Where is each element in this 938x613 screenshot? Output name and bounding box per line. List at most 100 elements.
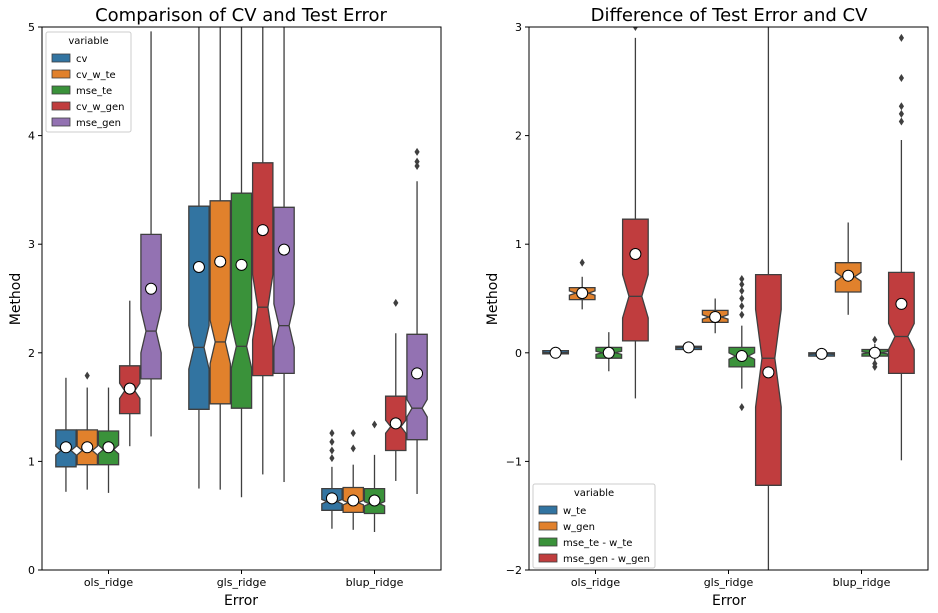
legend-entry: cv_w_gen [76, 102, 124, 113]
box-w_te-blup_ridge [808, 347, 836, 360]
legend-swatch [538, 521, 558, 531]
mean-marker [389, 417, 402, 430]
box-w_gen-ols_ridge [568, 258, 596, 310]
y-tick-label: 4 [28, 130, 35, 143]
mean-marker [214, 255, 227, 268]
mean-marker [895, 297, 908, 310]
mean-marker [762, 366, 775, 379]
legend-entry: cv [76, 54, 87, 65]
box-cv-ols_ridge [55, 377, 77, 492]
outlier-point [350, 429, 356, 438]
axes-frame [41, 26, 442, 571]
mean-marker [325, 492, 338, 505]
outlier-point [414, 157, 420, 166]
legend-entry: mse_te [76, 86, 112, 97]
y-tick-label: 3 [515, 21, 522, 34]
box-body [140, 233, 162, 380]
box-body [273, 206, 295, 375]
x-tick-label: blup_ridge [346, 576, 404, 589]
outlier-point [350, 444, 356, 453]
outlier-point [739, 294, 745, 303]
outlier-point [739, 302, 745, 311]
mean-marker [145, 282, 158, 295]
outlier-point [872, 359, 878, 368]
box-mse_gen-blup_ridge [406, 147, 428, 494]
mean-marker [235, 258, 248, 271]
box-w_gen-blup_ridge [834, 222, 862, 315]
box-cv_w_gen-gls_ridge [251, 27, 274, 475]
outlier-point [329, 429, 335, 438]
y-tick-label: 3 [28, 238, 35, 251]
outlier-point [739, 280, 745, 289]
plot-content [542, 27, 915, 570]
mean-marker [368, 494, 381, 507]
outlier-point [739, 286, 745, 295]
outlier-point [739, 310, 745, 319]
x-tick-label: gls_ridge [217, 576, 267, 589]
box-mse_gen-gls_ridge [273, 27, 295, 483]
mean-marker [815, 347, 828, 360]
y-tick-label: −2 [506, 564, 522, 577]
mean-marker [842, 269, 855, 282]
outlier-point [414, 162, 420, 171]
outlier-point [84, 371, 90, 380]
mean-marker [123, 382, 136, 395]
y-tick-label: 1 [515, 238, 522, 251]
box-cv_w_te-blup_ridge [342, 429, 365, 530]
outlier-point [898, 102, 904, 111]
axes-frame [528, 26, 929, 571]
legend-entry: w_gen [563, 522, 595, 533]
box-mse_gen - w_gen-ols_ridge [621, 27, 649, 399]
y-tick-label: 2 [515, 130, 522, 143]
outlier-point [329, 446, 335, 455]
legend-box [45, 31, 132, 133]
right-y-axis-label: Method [485, 273, 501, 326]
y-tick-label: 2 [28, 347, 35, 360]
box-mse_gen - w_gen-gls_ridge [754, 27, 782, 570]
y-tick-label: 0 [515, 347, 522, 360]
legend-swatch [51, 117, 71, 127]
y-tick-label: −1 [506, 455, 522, 468]
mean-marker [549, 346, 562, 359]
outlier-point [393, 298, 399, 307]
x-tick-label: blup_ridge [833, 576, 891, 589]
box-body [621, 218, 649, 342]
mean-marker [256, 224, 269, 237]
legend: variable cv cv_w_te mse_te cv_w_gen mse_gen [45, 31, 132, 133]
x-tick-label: ols_ridge [84, 576, 134, 589]
box-body [887, 271, 915, 375]
legend-swatch [51, 69, 71, 79]
box-mse_te-gls_ridge [230, 27, 253, 498]
right-x-axis-label: Error [712, 593, 746, 609]
right-chart-title: Difference of Test Error and CV [591, 5, 869, 26]
outlier-point [632, 27, 638, 31]
legend-title: variable [574, 488, 614, 499]
outlier-point [414, 147, 420, 156]
legend-entry: mse_gen - w_gen [563, 554, 650, 565]
mean-marker [102, 441, 115, 454]
legend-swatch [51, 85, 71, 95]
box-w_gen-gls_ridge [701, 298, 729, 334]
mean-marker [576, 287, 589, 300]
legend-box [532, 483, 656, 569]
mean-marker [709, 310, 722, 323]
box-body [754, 273, 782, 486]
legend: variable w_te w_gen mse_te - w_te mse_gen - … [532, 483, 656, 569]
legend-entry: mse_te - w_te [563, 538, 632, 549]
legend-title: variable [68, 36, 108, 47]
box-mse_gen - w_gen-blup_ridge [887, 33, 915, 461]
box-cv_w_te-gls_ridge [209, 27, 232, 490]
box-w_te-gls_ridge [675, 341, 703, 354]
outlier-point [898, 117, 904, 126]
box-mse_gen-ols_ridge [140, 31, 162, 437]
outlier-point [739, 274, 745, 283]
outlier-point [579, 258, 585, 267]
box-body [230, 192, 253, 409]
x-tick-label: gls_ridge [704, 576, 754, 589]
mean-marker [347, 494, 360, 507]
box-cv-blup_ridge [321, 429, 343, 529]
plot-content [55, 27, 428, 532]
left-y-axis-label: Method [8, 273, 24, 326]
mean-marker [602, 346, 615, 359]
